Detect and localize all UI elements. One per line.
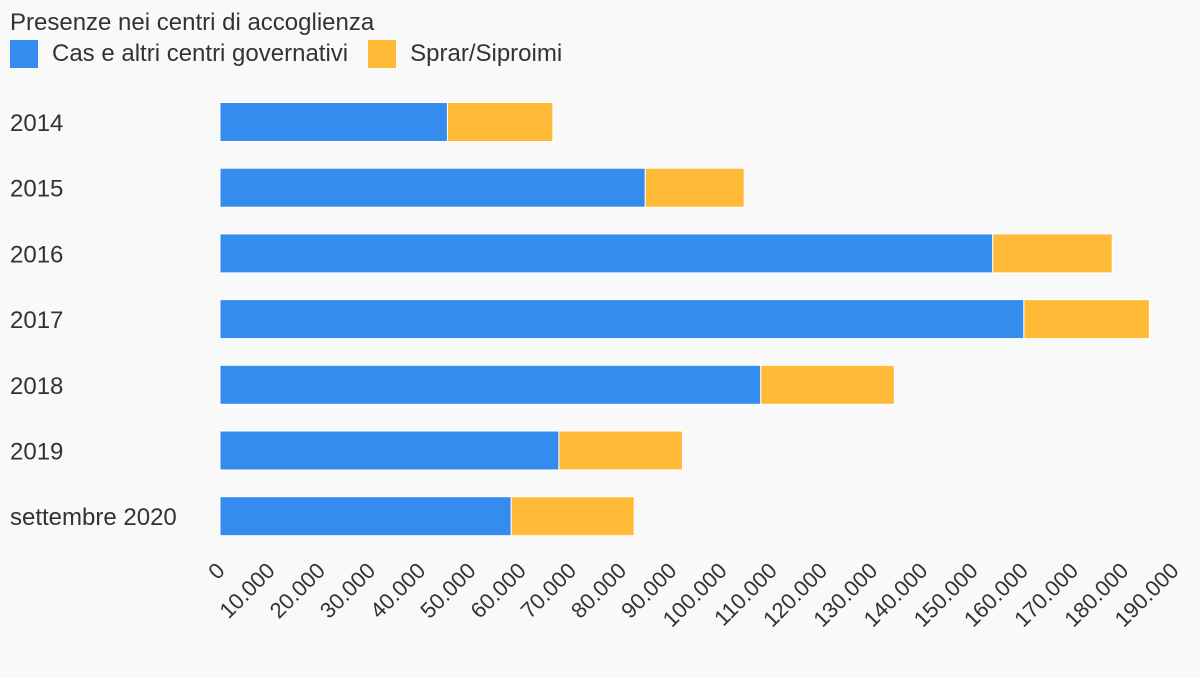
legend-label-sprar: Sprar/Siproimi — [410, 40, 563, 67]
legend-swatch-sprar — [368, 40, 397, 68]
category-label: 2018 — [10, 373, 63, 400]
x-tick-label: 10.000 — [214, 558, 279, 623]
category-label: 2014 — [10, 110, 63, 137]
legend: Cas e altri centri governativi Sprar/Sip… — [10, 38, 582, 70]
bar-segment-cas[interactable] — [219, 102, 448, 142]
x-tick-label: 50.000 — [415, 558, 480, 623]
x-tick-label: 80.000 — [566, 558, 631, 623]
x-tick-label: 20.000 — [265, 558, 330, 623]
category-label: 2015 — [10, 176, 63, 203]
category-label: settembre 2020 — [10, 504, 177, 531]
category-label: 2017 — [10, 307, 63, 334]
bar-segment-cas[interactable] — [219, 364, 762, 405]
bar-segment-cas[interactable] — [219, 496, 512, 537]
x-tick-label: 70.000 — [516, 558, 581, 623]
bar-segment-cas[interactable] — [219, 233, 994, 274]
category-label: 2016 — [10, 241, 63, 268]
bar-segment-sprar[interactable] — [446, 102, 554, 142]
x-tick-label: 0 — [203, 558, 229, 584]
bar-segment-sprar[interactable] — [558, 430, 683, 471]
bar-segment-cas[interactable] — [219, 167, 646, 208]
legend-swatch-cas — [10, 40, 38, 68]
bar-segment-sprar[interactable] — [992, 233, 1113, 274]
bar-segment-sprar[interactable] — [510, 496, 635, 537]
bar-segment-sprar[interactable] — [644, 167, 745, 208]
bar-segment-cas[interactable] — [219, 430, 560, 471]
bar-segment-cas[interactable] — [219, 299, 1025, 340]
bar-segment-sprar[interactable] — [760, 364, 895, 405]
chart-title: Presenze nei centri di accoglienza — [10, 9, 375, 36]
legend-item-cas[interactable]: Cas e altri centri governativi — [10, 38, 348, 70]
x-tick-label: 30.000 — [315, 558, 380, 623]
category-label: 2019 — [10, 439, 63, 466]
legend-item-sprar[interactable]: Sprar/Siproimi — [368, 38, 562, 70]
x-tick-label: 60.000 — [466, 558, 531, 623]
x-tick-label: 40.000 — [365, 558, 430, 623]
bar-segment-sprar[interactable] — [1023, 299, 1150, 340]
legend-label-cas: Cas e altri centri governativi — [52, 40, 349, 67]
